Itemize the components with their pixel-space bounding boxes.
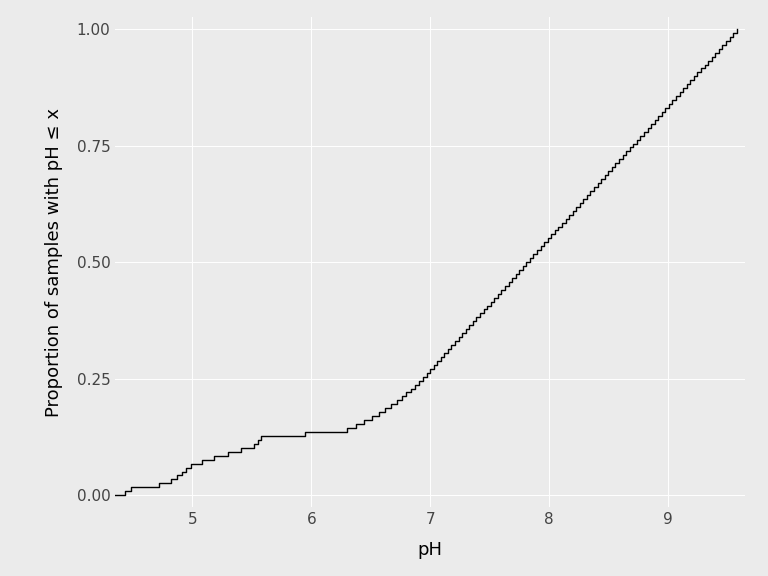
- X-axis label: pH: pH: [418, 541, 442, 559]
- Y-axis label: Proportion of samples with pH ≤ x: Proportion of samples with pH ≤ x: [45, 108, 63, 416]
